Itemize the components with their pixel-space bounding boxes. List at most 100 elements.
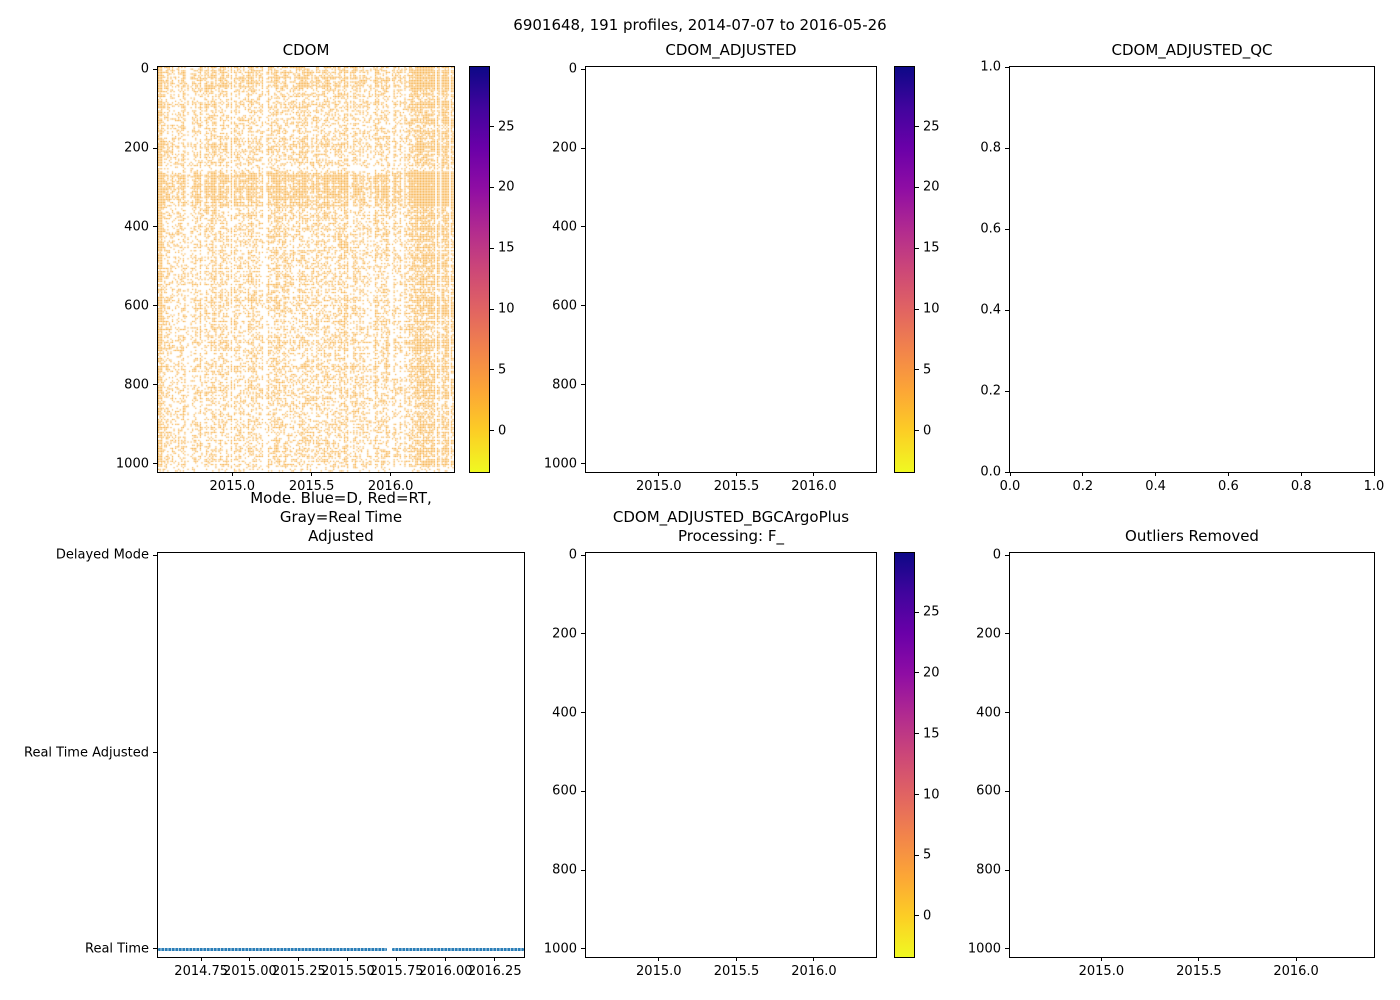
tick-label: 2015.0 — [1078, 964, 1125, 979]
tick-mark — [494, 957, 496, 961]
tick-label: 2014.75 — [174, 964, 229, 979]
tick-mark — [581, 68, 585, 70]
tick-mark — [581, 305, 585, 307]
tick-mark — [490, 430, 494, 432]
tick-mark — [490, 369, 494, 371]
tick-mark — [445, 957, 447, 961]
tick-mark — [1082, 472, 1084, 476]
tick-label: 2016.0 — [367, 479, 414, 494]
tick-mark — [1005, 633, 1009, 635]
tick-label: 0.8 — [980, 140, 1001, 156]
tick-mark — [1005, 790, 1009, 792]
tick-label: 1000 — [967, 941, 1001, 957]
tick-label: 20 — [498, 179, 515, 195]
tick-label: 0 — [568, 547, 577, 563]
tick-mark — [581, 226, 585, 228]
tick-mark — [1005, 869, 1009, 871]
colorbar-cdom: 25 20 15 10 5 0 — [469, 66, 515, 473]
tick-mark — [915, 854, 919, 856]
tick-label: 2016.0 — [1273, 964, 1319, 979]
tick-label: 10 — [923, 301, 940, 317]
tick-label: 0.2 — [1072, 479, 1094, 494]
panel-mode-title: Mode. Blue=D, Red=RT, Gray=Real Time Adj… — [250, 488, 432, 545]
tick-label: 1000 — [543, 941, 577, 957]
tick-mark — [915, 186, 919, 188]
tick-mark — [915, 915, 919, 917]
tick-mark — [1005, 390, 1009, 392]
tick-label: 2015.50 — [321, 964, 375, 979]
mode-line-layer — [158, 553, 524, 957]
tick-label: 25 — [498, 119, 515, 135]
tick-mark — [490, 186, 494, 188]
tick-label: 0 — [923, 908, 932, 924]
tick-label: 0.4 — [980, 302, 1001, 318]
tick-label: 0.2 — [980, 383, 1001, 399]
figure-suptitle: 6901648, 191 profiles, 2014-07-07 to 201… — [513, 16, 887, 34]
tick-mark — [396, 957, 398, 961]
tick-label: 2016.0 — [791, 479, 837, 494]
tick-mark — [1155, 472, 1157, 476]
tick-label: Delayed Mode — [55, 547, 149, 563]
tick-mark — [153, 147, 157, 149]
real-time-dotted-line — [158, 947, 387, 951]
tick-mark — [153, 948, 157, 950]
tick-label: 0 — [140, 61, 149, 77]
tick-label: 15 — [923, 240, 940, 256]
panel-cdom-adjusted: CDOM_ADJUSTED 2015.0 2015.5 2016.0 0 200 400 6… — [544, 41, 877, 494]
tick-label: 200 — [976, 626, 1001, 642]
panel-cdom-adjusted-bgcargoplus-title: CDOM_ADJUSTED_BGCArgoPlus Processing: F_ — [612, 507, 850, 545]
tick-label: 2015.5 — [713, 479, 760, 494]
tick-label: 200 — [124, 140, 149, 156]
tick-mark — [1005, 309, 1009, 311]
tick-mark — [915, 794, 919, 796]
panel-cdom-adjusted-title: CDOM_ADJUSTED — [665, 40, 797, 59]
tick-label: 800 — [552, 862, 577, 878]
colorbar-cdom-adjusted: 25 20 15 10 5 0 — [894, 66, 940, 473]
tick-mark — [915, 430, 919, 432]
tick-mark — [311, 472, 313, 476]
tick-label: 2015.0 — [209, 479, 256, 494]
tick-mark — [581, 633, 585, 635]
tick-mark — [490, 126, 494, 128]
tick-mark — [581, 790, 585, 792]
tick-label: 2015.5 — [288, 479, 335, 494]
tick-label: 5 — [923, 847, 932, 863]
tick-mark — [915, 247, 919, 249]
tick-mark — [1005, 712, 1009, 714]
tick-label: 800 — [976, 862, 1001, 878]
tick-mark — [581, 384, 585, 386]
tick-label: 20 — [923, 179, 940, 195]
tick-mark — [1300, 472, 1302, 476]
tick-mark — [915, 611, 919, 613]
tick-label: 1.0 — [1363, 479, 1385, 494]
tick-mark — [153, 463, 157, 465]
tick-mark — [153, 554, 157, 556]
tick-label: 400 — [124, 219, 149, 235]
tick-mark — [736, 957, 737, 961]
tick-label: 2015.0 — [636, 479, 682, 494]
tick-mark — [153, 305, 157, 307]
tick-label: 800 — [552, 377, 577, 393]
panel-cdom-adjusted-qc: CDOM_ADJUSTED_QC 0.0 0.2 0.4 0.6 0.8 1.0 1.0 0.… — [980, 41, 1384, 494]
tick-label: 10 — [498, 301, 515, 317]
tick-mark — [915, 126, 919, 128]
tick-mark — [1005, 471, 1009, 473]
tick-label: 600 — [976, 783, 1001, 799]
tick-mark — [1198, 957, 1200, 961]
tick-label: 25 — [923, 604, 940, 620]
tick-mark — [153, 752, 157, 754]
tick-label: 0.0 — [999, 479, 1021, 494]
tick-label: 2015.00 — [222, 964, 277, 979]
tick-mark — [153, 68, 157, 70]
panel-outliers-removed: Outliers Removed 2015.0 2015.5 2016.0 0 200 4… — [968, 527, 1375, 979]
tick-mark — [298, 957, 300, 961]
tick-label: 15 — [923, 726, 940, 742]
tick-mark — [915, 308, 919, 310]
tick-label: 400 — [976, 705, 1001, 721]
panel-outliers-removed-title: Outliers Removed — [1125, 526, 1259, 545]
tick-mark — [1005, 66, 1009, 68]
tick-label: 10 — [923, 787, 940, 803]
tick-mark — [658, 957, 660, 961]
tick-label: 15 — [498, 240, 515, 256]
tick-label: 0 — [923, 423, 932, 439]
